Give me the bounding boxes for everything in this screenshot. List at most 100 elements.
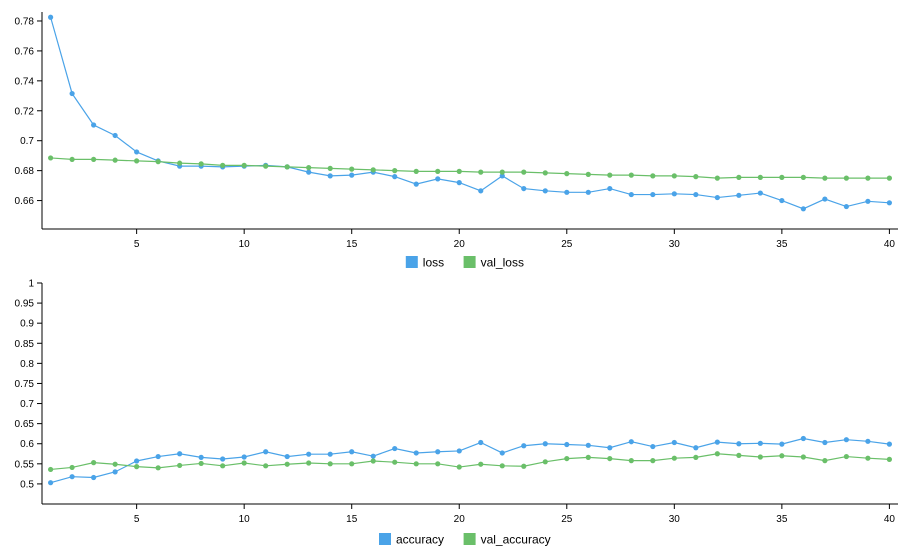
data-point-accuracy xyxy=(628,439,634,445)
series-line-val-accuracy xyxy=(50,453,890,471)
data-point-val-loss xyxy=(757,174,763,180)
data-point-accuracy xyxy=(521,443,527,449)
data-point-val-loss xyxy=(607,172,613,178)
data-point-loss xyxy=(435,176,441,182)
data-point-val-loss xyxy=(306,165,312,171)
data-point-loss xyxy=(306,169,312,175)
data-point-val-accuracy xyxy=(843,453,849,460)
data-point-val-loss xyxy=(241,162,247,168)
y-tick-label: 0.55 xyxy=(15,459,35,470)
data-point-val-loss xyxy=(650,173,656,179)
data-point-accuracy xyxy=(306,451,312,457)
data-point-val-accuracy xyxy=(112,461,118,467)
data-point-accuracy xyxy=(48,480,54,486)
data-point-val-accuracy xyxy=(392,459,398,465)
data-point-val-accuracy xyxy=(48,466,54,473)
y-tick-label: 0.7 xyxy=(20,399,34,410)
data-point-loss xyxy=(91,122,97,128)
data-point-accuracy xyxy=(693,445,699,451)
legend-swatch xyxy=(379,533,391,545)
legend: accuracy val_accuracy xyxy=(379,533,551,547)
data-point-accuracy xyxy=(714,439,720,445)
data-point-accuracy xyxy=(843,437,849,443)
data-point-accuracy xyxy=(822,439,828,446)
data-point-loss xyxy=(757,190,763,196)
legend-item-loss[interactable]: loss xyxy=(405,256,444,270)
y-tick-label: 0.7 xyxy=(20,136,34,147)
legend-item-val-accuracy[interactable]: val_accuracy xyxy=(463,533,551,547)
x-tick-label: 5 xyxy=(134,239,140,250)
data-point-val-accuracy xyxy=(521,463,527,469)
data-point-val-loss xyxy=(585,171,591,177)
data-point-val-accuracy xyxy=(134,464,140,470)
data-point-val-accuracy xyxy=(349,461,355,467)
data-point-val-accuracy xyxy=(499,463,505,469)
y-tick-label: 0.95 xyxy=(15,299,35,310)
x-tick-label: 40 xyxy=(884,514,896,525)
data-point-val-loss xyxy=(564,171,570,177)
data-point-loss xyxy=(671,191,677,197)
data-point-val-accuracy xyxy=(456,464,462,470)
data-point-val-accuracy xyxy=(650,458,656,464)
data-point-accuracy xyxy=(392,445,398,452)
data-point-val-accuracy xyxy=(800,454,806,460)
data-point-val-accuracy xyxy=(757,454,763,460)
data-point-loss xyxy=(843,203,849,210)
data-point-val-loss xyxy=(284,164,290,170)
legend-item-val-loss[interactable]: val_loss xyxy=(463,256,524,270)
legend-label: val_accuracy xyxy=(481,533,551,547)
series-line-loss xyxy=(50,17,890,210)
y-tick-label: 0.6 xyxy=(20,439,34,450)
legend-label: accuracy xyxy=(396,533,444,547)
x-tick-label: 15 xyxy=(346,514,358,525)
data-point-val-accuracy xyxy=(413,461,419,467)
x-tick-label: 40 xyxy=(884,239,896,250)
data-point-loss xyxy=(521,185,527,192)
x-tick-label: 15 xyxy=(346,239,358,250)
x-tick-label: 30 xyxy=(669,514,681,525)
legend-swatch xyxy=(463,533,476,545)
data-point-loss xyxy=(628,191,634,198)
data-point-loss xyxy=(48,14,54,20)
data-point-val-loss xyxy=(155,159,161,165)
data-point-accuracy xyxy=(886,441,892,447)
y-tick-label: 0.5 xyxy=(20,479,34,490)
data-point-val-loss xyxy=(69,156,75,163)
y-tick-label: 0.8 xyxy=(20,359,34,370)
legend-label: val_loss xyxy=(481,256,524,270)
data-point-accuracy xyxy=(779,441,785,447)
data-point-val-loss xyxy=(865,175,871,181)
x-tick-label: 25 xyxy=(561,239,573,250)
data-point-loss xyxy=(714,194,720,201)
data-point-val-loss xyxy=(198,161,204,167)
data-point-val-accuracy xyxy=(220,463,226,469)
legend-label: loss xyxy=(423,256,444,270)
data-point-loss xyxy=(693,191,699,198)
data-point-loss xyxy=(822,196,828,202)
data-point-val-loss xyxy=(693,174,699,180)
data-point-val-loss xyxy=(542,170,548,176)
data-point-accuracy xyxy=(91,474,97,481)
y-tick-label: 0.72 xyxy=(15,106,35,117)
legend-item-accuracy[interactable]: accuracy xyxy=(379,533,444,547)
data-point-accuracy xyxy=(370,453,376,459)
data-point-accuracy xyxy=(585,442,591,448)
data-point-val-loss xyxy=(91,156,97,163)
data-point-val-loss xyxy=(177,160,183,166)
data-point-loss xyxy=(736,192,742,198)
data-point-accuracy xyxy=(757,440,763,446)
data-point-val-accuracy xyxy=(564,455,570,462)
x-tick-label: 20 xyxy=(454,239,466,250)
data-point-accuracy xyxy=(671,439,677,446)
data-point-accuracy xyxy=(284,453,290,460)
y-tick-label: 0.76 xyxy=(15,46,35,57)
x-tick-label: 35 xyxy=(776,514,788,525)
data-point-val-accuracy xyxy=(177,462,183,469)
data-point-val-loss xyxy=(456,168,462,174)
data-point-accuracy xyxy=(220,456,226,462)
data-point-val-accuracy xyxy=(585,454,591,460)
data-point-val-accuracy xyxy=(284,461,290,467)
data-point-val-accuracy xyxy=(714,451,720,457)
data-point-val-accuracy xyxy=(306,460,312,466)
data-point-accuracy xyxy=(865,438,871,444)
